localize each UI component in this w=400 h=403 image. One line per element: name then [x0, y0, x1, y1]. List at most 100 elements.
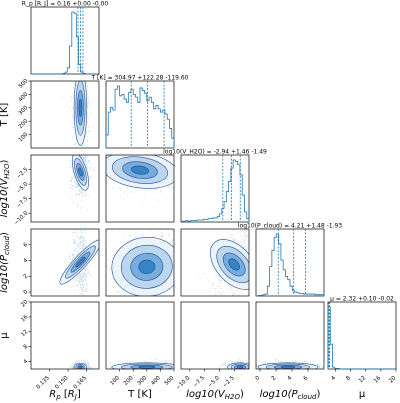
density-vh2o-pcloud [180, 228, 250, 297]
y-tick-label: 0 [23, 289, 30, 296]
y-tick-label: 500 [18, 78, 30, 90]
density-rp-t [30, 80, 100, 149]
hist-title-pcloud: log10(P_cloud) = 4.21 +1.48 -1.93 [238, 223, 342, 230]
y-axis-label-vh2o: log10(VH2O) [0, 159, 11, 217]
hist-mu: μ = 2.32 +0.10 -0.02 [327, 296, 397, 370]
panel-frame [180, 301, 250, 370]
y-tick-label: 12 [20, 329, 29, 338]
x-tick-label: 500 [164, 375, 176, 387]
x-tick-label: 16 [373, 375, 383, 385]
x-tick-label: −7.5 [192, 375, 206, 389]
panel-frame [105, 228, 175, 297]
y-axis-label-pcloud: log10(Pcloud) [0, 232, 11, 293]
density-rp-pcloud [30, 228, 100, 297]
y-ticks-mu: 4 8 12 16 20 [20, 299, 31, 365]
x-tick-label: 100 [109, 375, 121, 387]
hist-pcloud: log10(P_cloud) = 4.21 +1.48 -1.93 [238, 223, 342, 297]
x-tick-label: −2.5 [222, 375, 236, 389]
density-vh2o-mu [180, 301, 250, 370]
hist-frame [105, 80, 175, 149]
x-tick-label: 20 [388, 375, 398, 385]
y-tick-label: 20 [20, 299, 30, 309]
density-t-vh2o [105, 154, 175, 223]
y-tick-label: −5.0 [16, 181, 30, 195]
panel-frame [105, 301, 175, 370]
panel-frame [180, 228, 250, 297]
hist-title-t: T [K] = 304.97 +122.28 -119.60 [90, 75, 188, 82]
x-axis-label-vh2o: log10(VH2O) [186, 389, 244, 401]
y-axis-label-mu: μ [0, 332, 10, 339]
panel-frame [30, 301, 100, 370]
x-axis-label-mu: μ [359, 389, 366, 400]
x-axis-label-pcloud: log10(Pcloud) [260, 389, 321, 401]
x-tick-label: 12 [358, 375, 367, 384]
x-ticks-rp: 0.135 0.150 0.165 [36, 369, 88, 391]
contour-level-3 [130, 165, 150, 175]
scatter-points [69, 155, 95, 210]
hist-vh2o: log10(V_H2O) = -2.94 +1.46 -1.49 [163, 149, 267, 223]
panel-frame [30, 154, 100, 223]
y-tick-label: 300 [18, 105, 30, 117]
y-tick-label: 8 [23, 343, 30, 350]
hist-bars [31, 11, 99, 75]
x-tick-label: 4 [287, 375, 294, 382]
hist-title-vh2o: log10(V_H2O) = -2.94 +1.46 -1.49 [163, 149, 267, 156]
y-tick-label: 100 [18, 131, 30, 143]
hist-frame [255, 228, 325, 297]
hist-title-rp: R_p [R_J] = 0.16 +0.00 -0.00 [22, 1, 109, 8]
x-tick-label: 400 [150, 375, 162, 387]
panel-frame [105, 154, 175, 223]
x-tick-label: 300 [137, 375, 149, 387]
contour-level-3 [78, 98, 83, 117]
hist-bars [327, 306, 396, 370]
contour-level-3 [78, 366, 83, 369]
x-tick-label: 200 [123, 375, 135, 387]
x-axis-label-rp: Rp [RJ] [49, 389, 81, 401]
x-tick-label: 0 [255, 375, 262, 382]
y-ticks-pcloud: 0 2 4 6 [23, 242, 31, 296]
contour-level-3 [78, 167, 83, 177]
density-rp-vh2o [30, 154, 100, 223]
x-tick-label: 4 [330, 375, 337, 382]
x-ticks-mu: 4 8 12 16 20 [330, 369, 398, 384]
hist-rp: R_p [R_J] = 0.16 +0.00 -0.00 [22, 1, 109, 75]
x-ticks-pcloud: 0 2 4 6 [255, 369, 310, 382]
y-tick-label: 4 [23, 257, 30, 264]
density-t-pcloud [105, 228, 175, 297]
x-axis-label-t: T [K] [127, 389, 152, 400]
panel-frame [30, 228, 100, 297]
y-axis-label-t: T [K] [0, 103, 10, 128]
hist-bars [180, 159, 250, 222]
hist-t: T [K] = 304.97 +122.28 -119.60 [90, 75, 189, 149]
axis-labels: Rp [RJ] T [K] log10(VH2O) log10(Pcloud) μ T [… [0, 103, 366, 401]
contour-level-3 [138, 365, 156, 369]
contour-level-3 [236, 365, 244, 369]
hist-frame [327, 301, 397, 370]
x-ticks-t: 100 200 300 400 500 [109, 369, 176, 387]
x-tick-label: 2 [271, 375, 278, 382]
y-ticks-vh2o: −10.0−7.5−5.0−2.5 [13, 166, 31, 227]
panel-frame [255, 301, 325, 370]
y-tick-label: −2.5 [16, 166, 30, 180]
x-tick-label: 6 [303, 375, 310, 382]
density-pcloud-mu [255, 301, 325, 370]
scatter-points [66, 229, 96, 296]
hist-bars [105, 85, 175, 148]
x-tick-label: −5.0 [207, 375, 221, 389]
contour-level-3 [228, 258, 241, 271]
y-tick-label: 6 [23, 242, 30, 249]
contour-level-3 [75, 256, 86, 268]
contour-level-3 [280, 365, 296, 369]
density-rp-mu [30, 301, 100, 370]
y-tick-label: 400 [18, 91, 30, 103]
contour-level-3 [138, 259, 156, 274]
hist-frame [30, 6, 100, 75]
hist-title-mu: μ = 2.32 +0.10 -0.02 [330, 296, 394, 303]
y-tick-label: −7.5 [16, 196, 30, 210]
y-tick-label: −10.0 [13, 210, 30, 227]
y-tick-label: 4 [23, 358, 30, 365]
y-tick-label: 2 [23, 273, 30, 280]
y-tick-label: 16 [20, 314, 30, 324]
